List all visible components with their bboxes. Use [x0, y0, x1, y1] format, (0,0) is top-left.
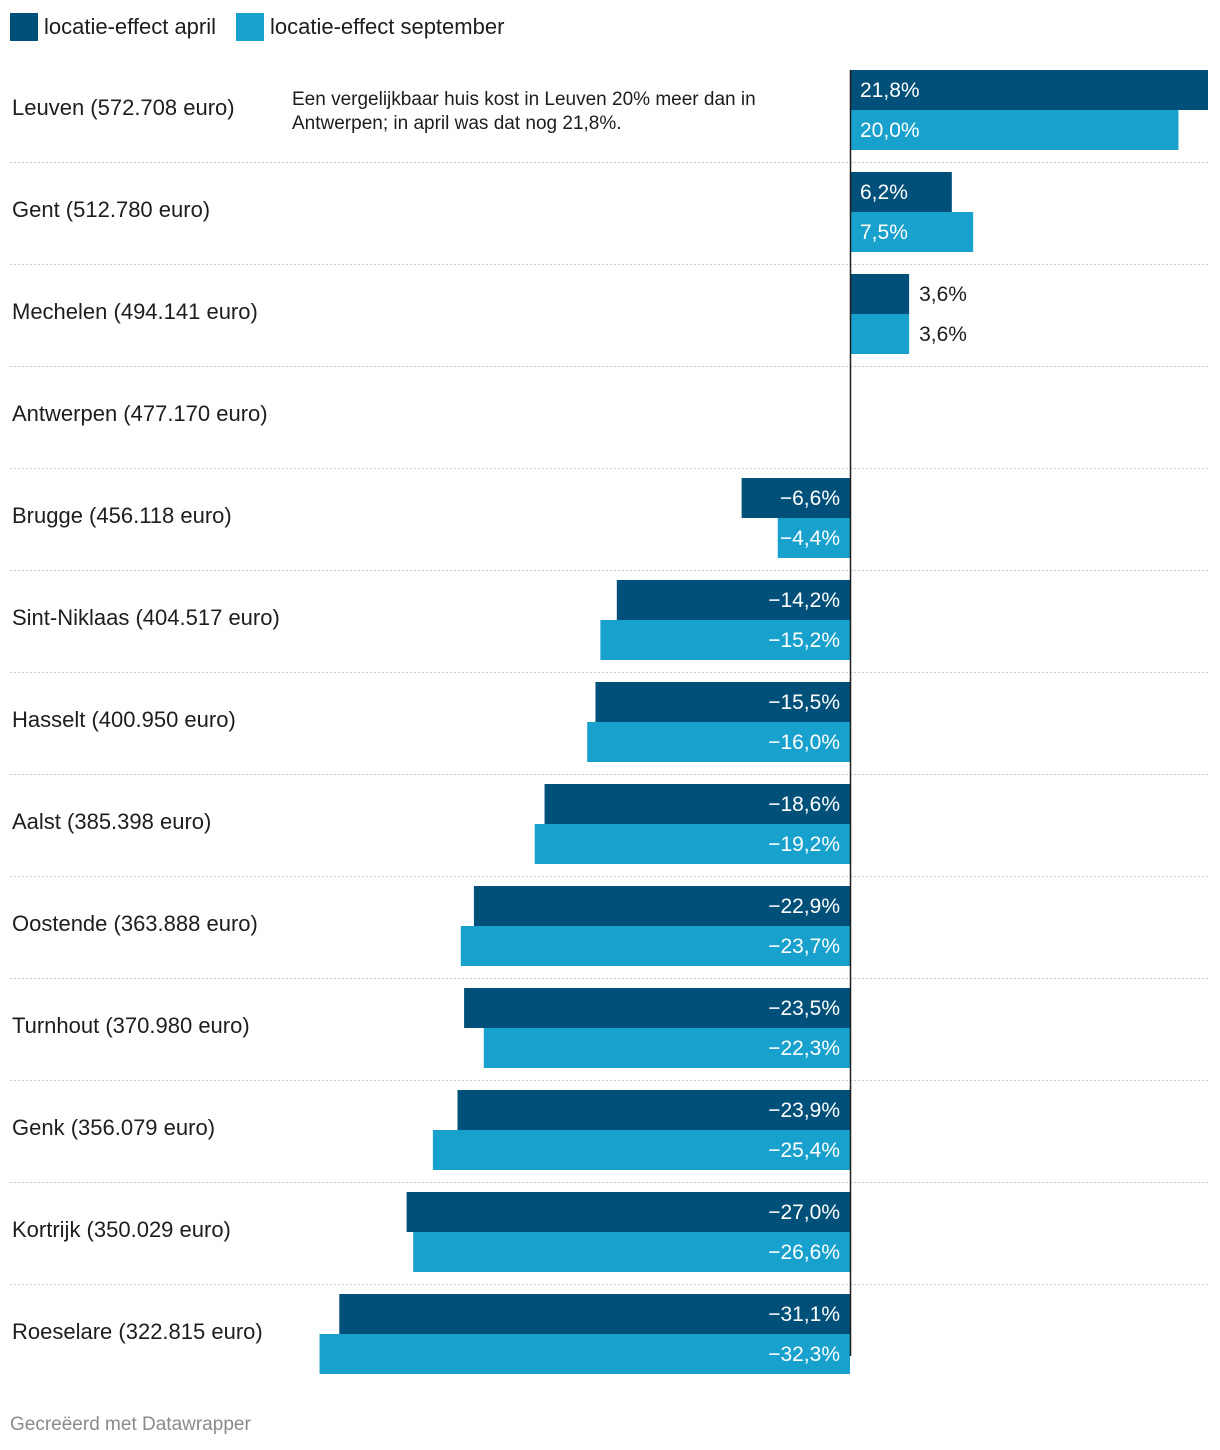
bar-september: [777, 518, 850, 558]
category-label: Oostende (363.888 euro): [12, 911, 258, 936]
data-label: −4,4%: [780, 527, 840, 550]
annotation-text: Een vergelijkbaar huis kost in Leuven 20…: [292, 89, 756, 134]
bar-september: [319, 1334, 850, 1374]
data-label: −18,6%: [768, 793, 840, 816]
bar-september: [534, 824, 850, 864]
category-label: Kortrijk (350.029 euro): [12, 1217, 231, 1242]
data-label: 20,0%: [860, 119, 920, 142]
data-label: −25,4%: [768, 1139, 840, 1162]
footer-credit: Gecreëerd met Datawrapper: [10, 1414, 251, 1435]
bar-september: [432, 1130, 850, 1170]
data-label: 6,2%: [860, 181, 908, 204]
legend: locatie-effect april locatie-effect septe…: [10, 12, 524, 42]
data-label: −31,1%: [768, 1303, 840, 1326]
bar-april: [339, 1294, 850, 1334]
bar-september: [413, 1232, 850, 1272]
data-label: −14,2%: [768, 589, 840, 612]
legend-label: locatie-effect september: [270, 14, 505, 39]
bar-april: [741, 478, 850, 518]
legend-item-april: locatie-effect april: [10, 13, 216, 41]
bar-chart: Leuven (572.708 euro) 21,8% 20,0% Gent (512…: [10, 70, 1208, 1374]
legend-item-september: locatie-effect september: [236, 13, 504, 41]
data-label: −27,0%: [768, 1201, 840, 1224]
data-label: −22,9%: [768, 895, 840, 918]
data-label: −22,3%: [768, 1037, 840, 1060]
category-label: Hasselt (400.950 euro): [12, 707, 236, 732]
data-label: 3,6%: [919, 323, 967, 346]
data-label: −32,3%: [768, 1343, 840, 1366]
category-label: Mechelen (494.141 euro): [12, 299, 258, 324]
bar-april: [457, 1090, 850, 1130]
bar-april: [616, 580, 850, 620]
legend-swatch: [10, 13, 38, 41]
bar-april: [406, 1192, 850, 1232]
category-label: Roeselare (322.815 euro): [12, 1319, 263, 1344]
category-label: Brugge (456.118 euro): [12, 503, 232, 528]
category-label: Aalst (385.398 euro): [12, 809, 211, 834]
data-label: −15,2%: [768, 629, 840, 652]
bar-april: [544, 784, 850, 824]
data-label: −6,6%: [780, 487, 840, 510]
bar-september: [850, 212, 974, 252]
legend-swatch: [236, 13, 265, 41]
bar-april: [850, 274, 910, 314]
data-label: −19,2%: [768, 833, 840, 856]
bar-september: [850, 314, 910, 354]
category-label: Sint-Niklaas (404.517 euro): [12, 605, 280, 630]
bar-april: [464, 988, 850, 1028]
data-label: 3,6%: [919, 283, 967, 306]
data-label: −23,5%: [768, 997, 840, 1020]
category-label: Genk (356.079 euro): [12, 1115, 215, 1140]
bar-september: [850, 110, 1179, 150]
data-label: 21,8%: [860, 79, 920, 102]
bar-september: [460, 926, 850, 966]
data-label: 7,5%: [860, 221, 908, 244]
category-label: Gent (512.780 euro): [12, 197, 210, 222]
bar-september: [600, 620, 850, 660]
bar-september: [587, 722, 850, 762]
bar-april: [850, 70, 1208, 110]
data-label: −16,0%: [768, 731, 840, 754]
data-label: −23,9%: [768, 1099, 840, 1122]
bar-april: [595, 682, 850, 722]
data-label: −23,7%: [768, 935, 840, 958]
bar-april: [473, 886, 850, 926]
legend-label: locatie-effect april: [44, 14, 217, 39]
data-label: −15,5%: [768, 691, 840, 714]
data-label: −26,6%: [768, 1241, 840, 1264]
bar-april: [850, 172, 952, 212]
category-label: Antwerpen (477.170 euro): [12, 401, 268, 426]
category-label: Turnhout (370.980 euro): [12, 1013, 250, 1038]
bar-september: [483, 1028, 850, 1068]
category-label: Leuven (572.708 euro): [12, 95, 235, 120]
